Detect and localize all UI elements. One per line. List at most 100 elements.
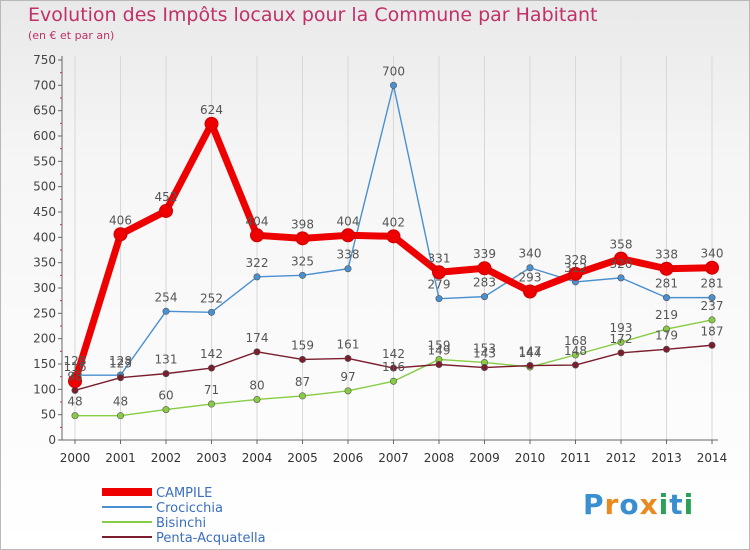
data-label: 700 <box>382 64 405 78</box>
data-point <box>662 325 670 333</box>
data-point <box>432 265 446 280</box>
data-point <box>162 406 170 414</box>
data-point <box>526 362 534 370</box>
y-tick-label: 0 <box>48 433 56 447</box>
x-tick-label: 2008 <box>424 451 455 465</box>
data-label: 144 <box>519 346 542 360</box>
x-tick-label: 2001 <box>105 451 136 465</box>
y-tick-label: 250 <box>33 306 56 320</box>
data-point <box>68 374 82 389</box>
chart-subtitle: (en € et par an) <box>28 29 115 42</box>
data-point <box>389 377 397 385</box>
data-label: 123 <box>109 357 132 371</box>
data-point <box>614 251 628 266</box>
data-label: 172 <box>610 332 633 346</box>
data-label: 254 <box>155 290 178 304</box>
data-point <box>617 274 625 282</box>
data-point <box>480 364 488 372</box>
data-point <box>571 361 579 369</box>
data-point <box>705 260 719 275</box>
data-point <box>253 395 261 403</box>
data-label: 281 <box>655 277 678 291</box>
data-point <box>708 316 716 324</box>
data-label: 159 <box>291 338 314 352</box>
data-label: 452 <box>155 190 178 204</box>
data-point <box>117 374 125 382</box>
data-label: 168 <box>564 334 587 348</box>
data-label: 404 <box>246 214 269 228</box>
data-point <box>344 387 352 395</box>
data-point <box>344 354 352 362</box>
y-tick-label: 750 <box>33 53 56 67</box>
y-tick-label: 50 <box>41 408 56 422</box>
data-label: 312 <box>564 261 587 275</box>
legend-label: Bisinchi <box>156 516 206 531</box>
data-point <box>208 308 216 316</box>
data-label: 331 <box>428 251 451 265</box>
data-label: 219 <box>655 308 678 322</box>
x-tick-label: 2009 <box>469 451 500 465</box>
x-tick-label: 2006 <box>333 451 364 465</box>
proxiti-logo: Proxiti <box>583 488 695 521</box>
data-point <box>386 229 401 244</box>
data-point <box>435 295 443 303</box>
data-label: 338 <box>337 248 360 262</box>
data-label: 153 <box>473 341 496 355</box>
data-label: 193 <box>610 321 633 335</box>
data-point <box>204 116 219 131</box>
data-point <box>298 355 306 363</box>
data-label: 279 <box>428 278 451 292</box>
data-point <box>477 261 492 276</box>
data-point <box>662 345 670 353</box>
data-label: 98 <box>67 369 82 383</box>
data-point <box>295 231 310 246</box>
x-tick-label: 2007 <box>378 451 409 465</box>
data-label: 48 <box>113 395 128 409</box>
data-label: 179 <box>655 328 678 342</box>
data-point <box>250 228 264 243</box>
y-tick-label: 200 <box>33 332 56 346</box>
y-tick-label: 350 <box>33 256 56 270</box>
legend-label: CAMPILE <box>156 486 212 501</box>
data-label: 340 <box>519 247 542 261</box>
data-point <box>480 293 488 301</box>
data-label: 398 <box>291 217 314 231</box>
legend-label: Penta-Acquatella <box>156 531 266 546</box>
data-label: 148 <box>564 344 587 358</box>
y-tick-label: 500 <box>33 180 56 194</box>
data-label: 128 <box>109 354 132 368</box>
data-point <box>113 227 128 242</box>
data-point <box>159 203 173 218</box>
data-point <box>253 273 261 281</box>
data-label: 187 <box>701 324 724 338</box>
data-label: 159 <box>428 338 451 352</box>
data-point <box>659 261 674 276</box>
data-label: 128 <box>64 354 87 368</box>
data-label: 97 <box>340 370 355 384</box>
data-point <box>208 364 216 372</box>
data-point <box>71 412 79 420</box>
data-point <box>708 341 716 349</box>
y-tick-label: 550 <box>33 154 56 168</box>
data-label: 48 <box>67 395 82 409</box>
y-tick-label: 450 <box>33 205 56 219</box>
data-label: 358 <box>610 238 633 252</box>
data-point <box>208 400 216 408</box>
data-label: 116 <box>64 360 87 374</box>
data-point <box>571 351 579 359</box>
data-label: 174 <box>246 331 269 345</box>
x-tick-label: 2013 <box>651 451 682 465</box>
x-tick-label: 2005 <box>287 451 318 465</box>
data-point <box>389 364 397 372</box>
data-point <box>117 412 125 420</box>
x-tick-label: 2014 <box>697 451 728 465</box>
data-label: 339 <box>473 247 496 261</box>
data-label: 131 <box>155 353 178 367</box>
data-label: 283 <box>473 276 496 290</box>
data-label: 161 <box>337 337 360 351</box>
data-label: 340 <box>701 247 724 261</box>
x-tick-label: 2002 <box>151 451 182 465</box>
x-tick-label: 2004 <box>242 451 273 465</box>
data-label: 406 <box>109 213 132 227</box>
y-tick-label: 150 <box>33 357 56 371</box>
